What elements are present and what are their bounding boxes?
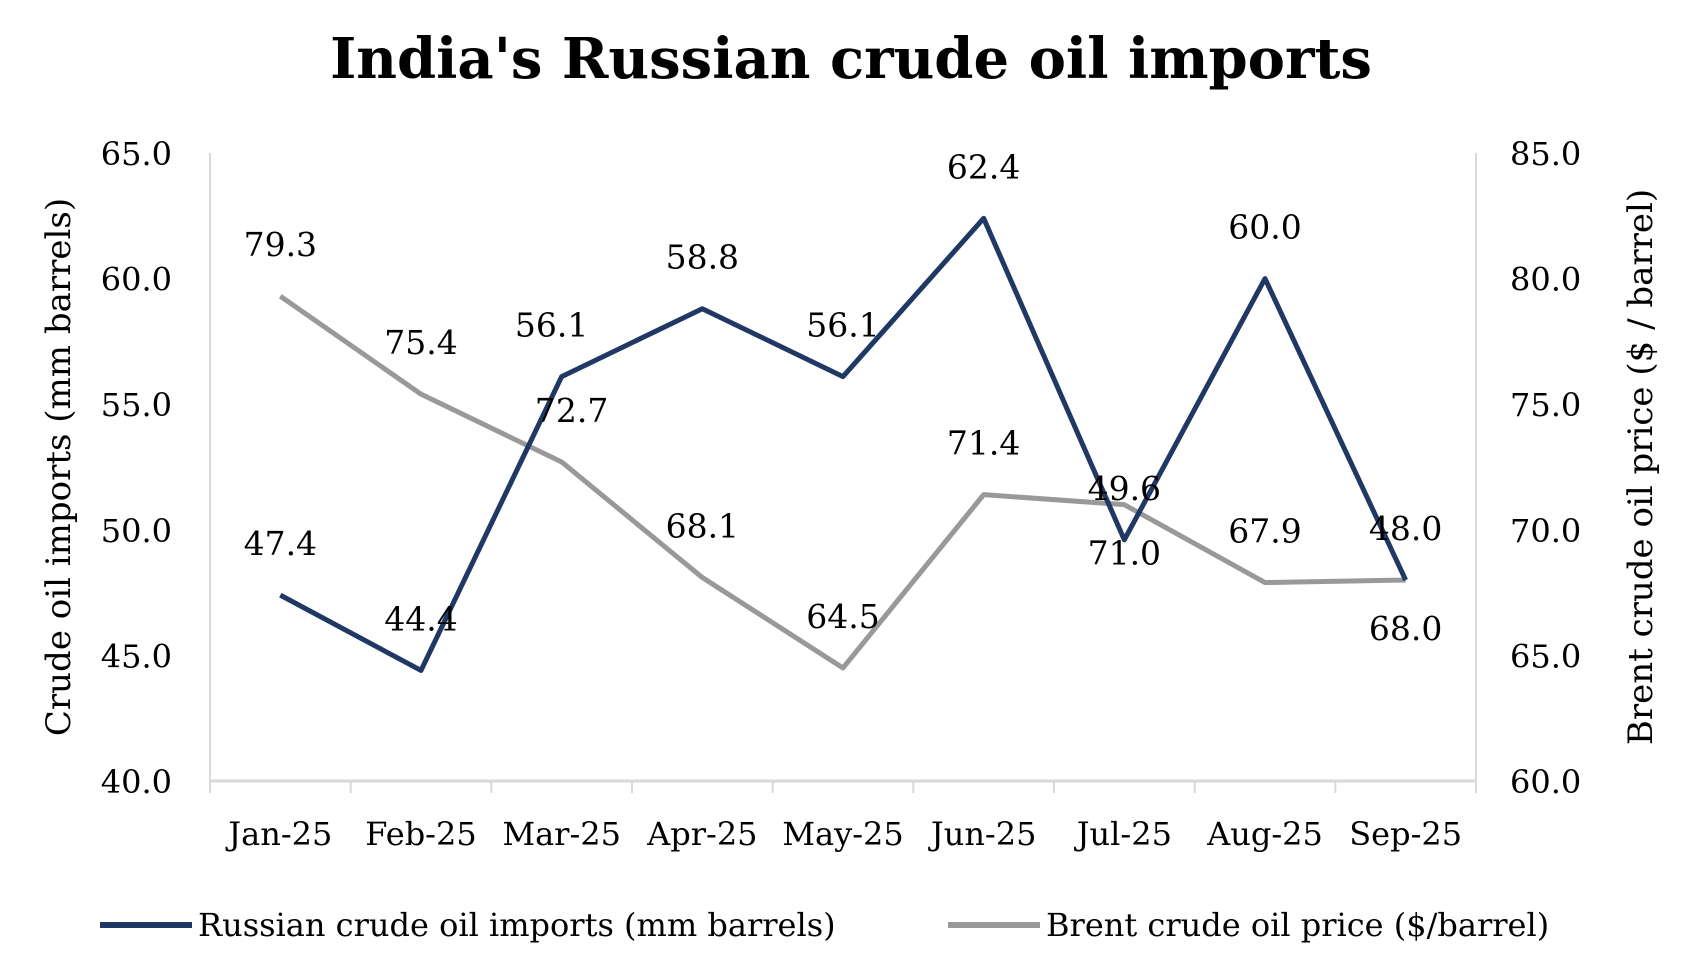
- x-tick-label: Mar-25: [502, 815, 621, 853]
- data-label-brent: 64.5: [806, 597, 879, 636]
- x-tick-label: Jul-25: [1074, 815, 1172, 853]
- data-label-imports: 60.0: [1228, 208, 1301, 247]
- data-label-imports: 58.8: [666, 238, 739, 277]
- data-label-brent: 71.4: [947, 424, 1020, 463]
- y-tick-label-right: 60.0: [1510, 763, 1581, 801]
- data-label-imports: 56.1: [515, 306, 588, 345]
- legend-label-imports: Russian crude oil imports (mm barrels): [198, 906, 836, 944]
- data-label-brent: 71.0: [1088, 534, 1161, 573]
- y-tick-label-right: 70.0: [1510, 512, 1581, 550]
- y-axis-left-title: Crude oil imports (mm barrels): [39, 198, 79, 736]
- series-line-imports: [279, 215, 1408, 673]
- y-tick-label-right: 85.0: [1510, 135, 1581, 173]
- data-label-imports: 44.4: [384, 599, 457, 638]
- x-tick-label: Jan-25: [225, 815, 332, 853]
- data-label-imports: 49.6: [1088, 469, 1161, 508]
- y-tick-label-right: 75.0: [1510, 386, 1581, 424]
- x-tick-label: Apr-25: [646, 815, 757, 853]
- data-label-brent: 67.9: [1228, 512, 1301, 551]
- data-label-brent: 75.4: [384, 323, 457, 362]
- series-line-brent: [278, 294, 1406, 671]
- y-axis-right-title: Brent crude oil price ($ / barrel): [1621, 189, 1661, 745]
- data-label-imports: 62.4: [947, 147, 1020, 186]
- y-tick-label-left: 55.0: [101, 386, 172, 424]
- y-tick-label-right: 80.0: [1510, 261, 1581, 299]
- y-tick-label-left: 45.0: [101, 637, 172, 675]
- y-tick-label-left: 60.0: [101, 261, 172, 299]
- data-label-imports: 47.4: [244, 524, 317, 563]
- legend-label-brent: Brent crude oil price ($/barrel): [1046, 906, 1549, 944]
- x-tick-label: Aug-25: [1206, 815, 1323, 853]
- data-label-brent: 72.7: [535, 391, 608, 430]
- data-label-imports: 56.1: [806, 306, 879, 345]
- data-label-brent: 68.0: [1369, 609, 1442, 648]
- data-label-brent: 79.3: [244, 225, 317, 264]
- y-tick-label-left: 40.0: [101, 763, 172, 801]
- x-tick-label: Jun-25: [928, 815, 1037, 853]
- y-tick-label-right: 65.0: [1510, 637, 1581, 675]
- chart-title: India's Russian crude oil imports: [330, 26, 1372, 92]
- data-label-imports: 48.0: [1369, 509, 1442, 548]
- x-tick-label: May-25: [782, 815, 903, 853]
- x-tick-label: Sep-25: [1349, 815, 1462, 853]
- y-tick-label-left: 50.0: [101, 512, 172, 550]
- y-tick-label-left: 65.0: [101, 135, 172, 173]
- data-label-brent: 68.1: [666, 507, 739, 546]
- x-tick-label: Feb-25: [365, 815, 476, 853]
